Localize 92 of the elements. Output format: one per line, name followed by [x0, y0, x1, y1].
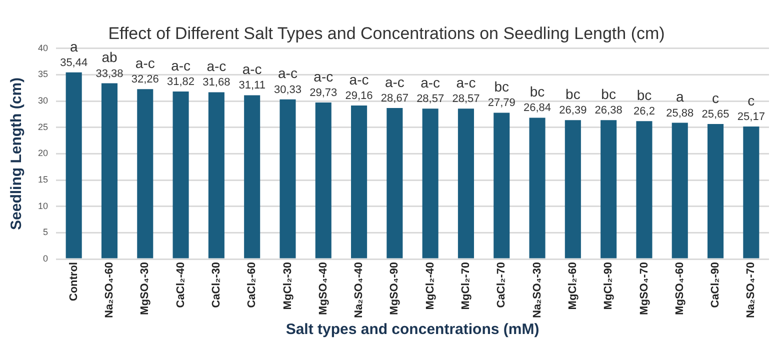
- data-label: 32,26: [131, 74, 159, 86]
- annotation: bc: [494, 78, 510, 95]
- y-tick-label: 40: [38, 42, 48, 53]
- data-label: 25,17: [737, 111, 765, 124]
- annotation: a-c: [135, 55, 155, 72]
- data-label: 25,88: [666, 107, 694, 120]
- x-axis-title: Salt types and concentrations (mM): [286, 321, 540, 338]
- bar: [101, 83, 118, 258]
- x-tick-label: Na₂SO₄-60: [104, 262, 116, 318]
- data-label: 25,65: [702, 108, 730, 120]
- data-label: 26,38: [594, 104, 622, 117]
- bar: [172, 91, 189, 258]
- annotation: a: [70, 38, 78, 54]
- y-tick-label: 0: [42, 254, 48, 264]
- data-label: 31,11: [238, 80, 266, 92]
- annotation: c: [748, 92, 755, 108]
- data-label: 30,33: [274, 84, 302, 96]
- x-tick-label: MgCl₂-60: [566, 262, 579, 310]
- bar: [708, 124, 724, 258]
- annotation: bc: [601, 86, 616, 102]
- x-tick-label: MgCl₂-40: [424, 262, 436, 310]
- bar: [66, 72, 82, 258]
- y-tick-label: 10: [38, 200, 48, 211]
- bar: [672, 122, 688, 258]
- x-tick-label: MgSO₄-30: [139, 262, 152, 315]
- bar: [743, 126, 760, 258]
- data-label: 28,57: [452, 93, 480, 106]
- annotation: a-c: [456, 74, 476, 90]
- bar: [494, 112, 510, 258]
- x-tick-label: CaCl₂-70: [496, 262, 508, 308]
- bar: [208, 92, 224, 258]
- bar: [529, 118, 546, 258]
- x-tick-label: Na₂SO₄-70: [745, 262, 758, 318]
- annotation: a-c: [278, 65, 298, 82]
- data-label: 35,44: [60, 56, 88, 69]
- y-tick-label: 25: [38, 122, 48, 132]
- y-tick-label: 20: [38, 148, 48, 158]
- bar: [315, 102, 332, 258]
- y-tick-label: 35: [38, 69, 48, 80]
- bar: [386, 108, 403, 258]
- x-tick-label: CaCl₂-40: [174, 262, 187, 308]
- annotation: a-c: [314, 68, 334, 84]
- data-label: 28,57: [416, 93, 444, 106]
- x-tick-label: Na₂SO₄-40: [353, 262, 366, 318]
- y-tick-label: 15: [38, 174, 48, 185]
- bar: [244, 95, 260, 258]
- x-tick-label: MgCl₂-90: [602, 262, 615, 310]
- annotation: a: [676, 88, 684, 105]
- annotation: bc: [566, 86, 580, 102]
- bar: [564, 120, 581, 258]
- annotation: a-c: [420, 74, 440, 90]
- x-tick-label: CaCl₂-60: [246, 262, 258, 308]
- x-tick-label: CaCl₂-30: [210, 262, 222, 308]
- annotation: c: [712, 90, 720, 106]
- data-label: 33,38: [96, 68, 124, 80]
- annotation: a-c: [242, 61, 262, 78]
- annotation: a-c: [384, 74, 404, 90]
- annotation: a-c: [171, 57, 191, 74]
- bar: [422, 108, 438, 258]
- bar: [137, 89, 154, 258]
- data-label: 31,82: [167, 76, 195, 88]
- data-label: 26,39: [559, 104, 587, 117]
- x-tick-label: MgSO₄-60: [674, 262, 686, 315]
- x-tick-label: Control: [68, 262, 80, 302]
- data-label: 26,84: [524, 102, 552, 114]
- x-tick-label: MgSO₄-70: [638, 262, 650, 315]
- x-tick-label: CaCl₂-90: [710, 262, 722, 308]
- data-label: 29,16: [345, 90, 373, 102]
- data-label: 29,73: [310, 87, 338, 100]
- x-tick-label: MgCl₂-70: [460, 262, 472, 310]
- annotation: ab: [102, 49, 118, 66]
- data-label: 31,68: [202, 76, 230, 89]
- x-tick-label: MgSO₄-90: [388, 262, 401, 315]
- bar: [351, 105, 368, 258]
- data-label: 26,2: [634, 106, 655, 118]
- annotation: bc: [530, 84, 545, 100]
- y-tick-label: 30: [38, 96, 48, 106]
- bar: [636, 121, 652, 258]
- data-label: 27,79: [488, 97, 516, 110]
- annotation: a-c: [206, 58, 226, 74]
- chart-title: Effect of Different Salt Types and Concentrations on Seedling Length (cm): [108, 24, 665, 43]
- y-tick-label: 5: [42, 227, 48, 238]
- bar: [458, 108, 474, 258]
- x-tick-label: MgSO₄-40: [317, 262, 330, 315]
- bar: [600, 120, 617, 258]
- annotation: bc: [636, 86, 652, 103]
- y-axis-title: Seedling Length (cm): [8, 77, 26, 230]
- x-tick-label: Na₂SO₄-30: [531, 262, 544, 318]
- data-label: 28,67: [380, 92, 408, 105]
- x-tick-label: MgCl₂-30: [282, 262, 294, 310]
- annotation: a-c: [349, 71, 369, 88]
- bar: [280, 99, 296, 258]
